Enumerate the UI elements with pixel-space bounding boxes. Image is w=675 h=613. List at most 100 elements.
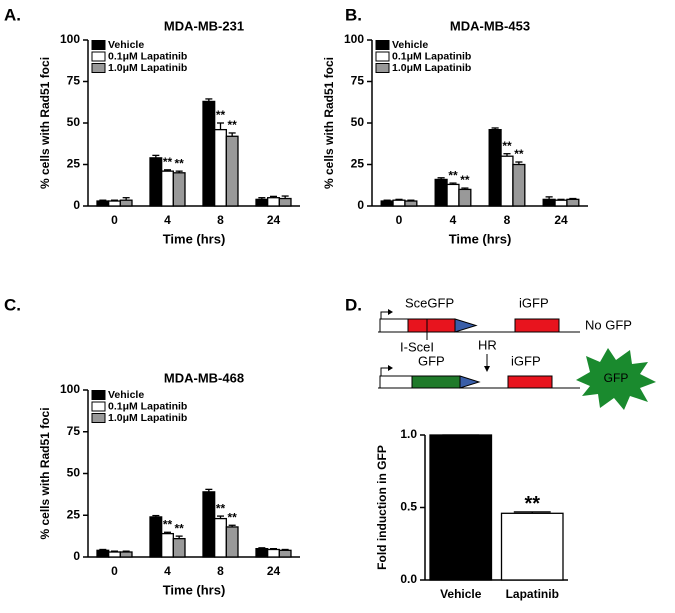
- bar: [202, 100, 216, 207]
- bar: [161, 532, 174, 558]
- y-tick-label: 25: [67, 507, 81, 521]
- y-tick-label: 50: [351, 115, 365, 129]
- box-red: [507, 375, 553, 389]
- y-tick-label: 0.5: [400, 500, 417, 514]
- bar: [161, 170, 174, 207]
- legend-swatch: [91, 51, 106, 62]
- significance-mark: **: [163, 517, 173, 531]
- diagram-label: HR: [478, 337, 497, 352]
- bar: [500, 512, 564, 581]
- box-white: [379, 318, 409, 333]
- promoter-arrow-head: [388, 365, 393, 371]
- significance-mark: **: [174, 156, 184, 170]
- y-tick-label: 100: [60, 32, 80, 46]
- legend-label: Vehicle: [108, 389, 144, 401]
- box-red: [407, 318, 456, 333]
- bar: [202, 491, 216, 558]
- x-tick-label: 8: [504, 213, 511, 227]
- significance-mark: **: [514, 147, 524, 161]
- significance-mark: **: [174, 521, 184, 535]
- y-tick-label: 25: [67, 157, 81, 171]
- x-tick-label: 24: [554, 213, 568, 227]
- y-tick-label: 100: [60, 382, 80, 396]
- bar: [119, 199, 133, 207]
- significance-mark: **: [524, 493, 540, 515]
- legend-label: 0.1μM Lapatinib: [392, 50, 471, 62]
- y-axis-label: % cells with Rad51 foci: [322, 57, 336, 189]
- bar: [225, 135, 239, 207]
- y-tick-label: 50: [67, 115, 81, 129]
- triangle: [459, 375, 481, 389]
- bar: [149, 516, 163, 558]
- x-axis-label: Time (hrs): [163, 582, 226, 597]
- legend-label: 0.1μM Lapatinib: [108, 50, 187, 62]
- legend-label: 1.0μM Lapatinib: [108, 412, 187, 424]
- panel-label: C.: [4, 295, 21, 314]
- legend-label: 1.0μM Lapatinib: [392, 62, 471, 74]
- significance-mark: **: [216, 108, 226, 122]
- y-tick-label: 1.0: [400, 427, 417, 441]
- y-tick-label: 75: [67, 74, 81, 88]
- box-green: [411, 375, 461, 389]
- legend-swatch: [375, 63, 390, 73]
- x-tick-label: 0: [396, 213, 403, 227]
- x-tick-label: 8: [217, 564, 224, 578]
- legend-swatch: [91, 40, 106, 50]
- box-white: [379, 375, 413, 389]
- legend-swatch: [375, 51, 390, 62]
- bar: [255, 198, 269, 207]
- y-tick-label: 50: [67, 466, 81, 480]
- significance-mark: **: [460, 173, 470, 187]
- bar: [554, 199, 568, 207]
- diagram-label: No GFP: [585, 317, 632, 332]
- x-tick-label: 0: [111, 213, 118, 227]
- diagram-label: SceGFP: [405, 295, 454, 310]
- bar: [149, 157, 163, 207]
- bar: [267, 197, 280, 207]
- y-tick-label: 0: [73, 198, 80, 212]
- y-tick-label: 100: [344, 32, 364, 46]
- diagram-label: iGFP: [519, 295, 549, 310]
- bar: [278, 197, 292, 207]
- panel-label: D.: [345, 295, 362, 314]
- bar: [225, 526, 239, 558]
- chart-title: MDA-MB-453: [450, 18, 530, 33]
- bar: [119, 551, 133, 558]
- y-axis-label: Fold induction in GFP: [375, 445, 389, 570]
- legend-swatch: [91, 390, 106, 400]
- y-tick-label: 25: [351, 157, 365, 171]
- legend-label: Vehicle: [392, 39, 428, 51]
- hr-arrow-head: [484, 366, 490, 372]
- legend-swatch: [91, 63, 106, 73]
- x-tick-label: 0: [111, 564, 118, 578]
- x-tick-label: 4: [164, 564, 171, 578]
- bar: [278, 549, 292, 558]
- bar: [96, 549, 110, 558]
- bar: [488, 128, 502, 207]
- bar: [429, 434, 493, 581]
- bar: [446, 183, 460, 207]
- chart-title: MDA-MB-468: [164, 370, 244, 385]
- x-tick-label: 8: [217, 213, 224, 227]
- x-tick-label: 4: [164, 213, 171, 227]
- bar: [542, 198, 556, 207]
- triangle: [454, 318, 478, 333]
- bar: [108, 200, 121, 207]
- diagram-label: I-SceI: [400, 339, 434, 354]
- legend-label: Vehicle: [108, 39, 144, 51]
- bar: [380, 200, 394, 207]
- y-tick-label: 0: [73, 549, 80, 563]
- legend-swatch: [375, 40, 390, 50]
- significance-mark: **: [163, 155, 173, 169]
- legend-label: 0.1μM Lapatinib: [108, 400, 187, 412]
- bar: [404, 200, 418, 207]
- y-axis-label: % cells with Rad51 foci: [38, 407, 52, 539]
- bar: [512, 163, 526, 207]
- bar: [255, 548, 269, 558]
- legend-label: 1.0μM Lapatinib: [108, 62, 187, 74]
- gene-diagram: SceGFP iGFP No GFP I-SceI HR GFP iGFP GF…: [378, 295, 656, 410]
- bar: [172, 172, 186, 207]
- y-tick-label: 75: [351, 74, 365, 88]
- bar: [500, 155, 514, 207]
